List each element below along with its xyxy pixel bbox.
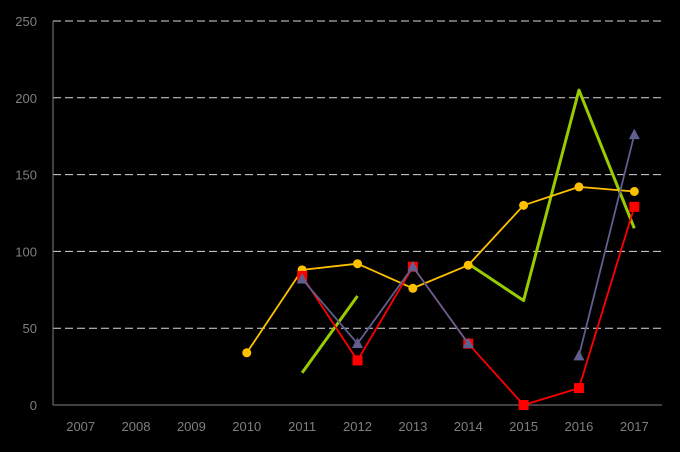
x-tick-label: 2014 <box>454 419 483 434</box>
axes <box>52 21 662 406</box>
data-point <box>629 201 640 212</box>
data-point <box>352 337 363 349</box>
data-point <box>519 200 529 210</box>
series-line <box>301 265 469 345</box>
y-tick-label: 100 <box>15 244 37 259</box>
y-tick-label: 50 <box>23 321 37 336</box>
y-tick-label: 0 <box>30 398 37 413</box>
x-tick-label: 2013 <box>398 419 427 434</box>
series-line <box>578 134 636 357</box>
series-group <box>242 88 640 410</box>
series-line <box>246 185 635 354</box>
data-point <box>629 186 639 196</box>
data-point <box>518 400 529 410</box>
x-tick-label: 2010 <box>232 419 261 434</box>
data-point <box>353 259 362 269</box>
data-point <box>628 128 640 140</box>
x-tick-label: 2017 <box>620 419 649 434</box>
series-1 <box>242 182 639 358</box>
y-tick-label: 250 <box>15 14 37 29</box>
x-tick-label: 2009 <box>177 419 206 434</box>
data-point <box>573 383 584 394</box>
x-tick-label: 2011 <box>288 419 316 434</box>
y-tick-label: 200 <box>15 91 37 106</box>
x-tick-label: 2015 <box>509 419 538 434</box>
data-point <box>296 273 308 284</box>
data-point <box>462 337 474 349</box>
y-tick-label: 150 <box>15 168 37 183</box>
x-tick-label: 2012 <box>343 419 372 434</box>
series-3 <box>296 128 640 361</box>
x-tick-labels: 2007 2008 2009 2010 2011 2012 2013 2014 2015 2016… <box>66 419 649 434</box>
data-point <box>463 260 473 270</box>
series-line <box>300 295 359 374</box>
data-point <box>352 355 363 366</box>
data-point <box>242 348 252 358</box>
data-point <box>408 283 418 293</box>
gridlines <box>53 20 662 329</box>
x-tick-label: 2016 <box>564 419 593 434</box>
data-point <box>574 182 584 192</box>
data-point <box>407 260 419 272</box>
data-point <box>573 349 585 361</box>
x-tick-label: 2008 <box>122 419 151 434</box>
y-tick-labels: 0 50 100 150 200 250 <box>15 14 37 413</box>
x-tick-label: 2007 <box>66 419 95 434</box>
